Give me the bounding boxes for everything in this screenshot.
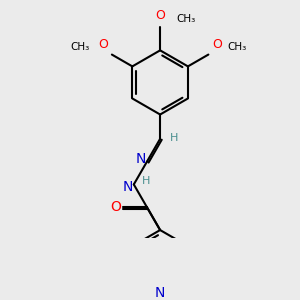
Text: N: N bbox=[155, 286, 165, 300]
Text: N: N bbox=[122, 180, 133, 194]
Text: O: O bbox=[155, 9, 165, 22]
Text: H: H bbox=[142, 176, 151, 186]
Text: O: O bbox=[99, 38, 109, 50]
Text: O: O bbox=[212, 38, 222, 50]
Text: CH₃: CH₃ bbox=[176, 14, 196, 24]
Text: H: H bbox=[169, 133, 178, 143]
Text: N: N bbox=[136, 152, 146, 166]
Text: CH₃: CH₃ bbox=[71, 42, 90, 52]
Text: CH₃: CH₃ bbox=[227, 42, 246, 52]
Text: O: O bbox=[110, 200, 121, 214]
